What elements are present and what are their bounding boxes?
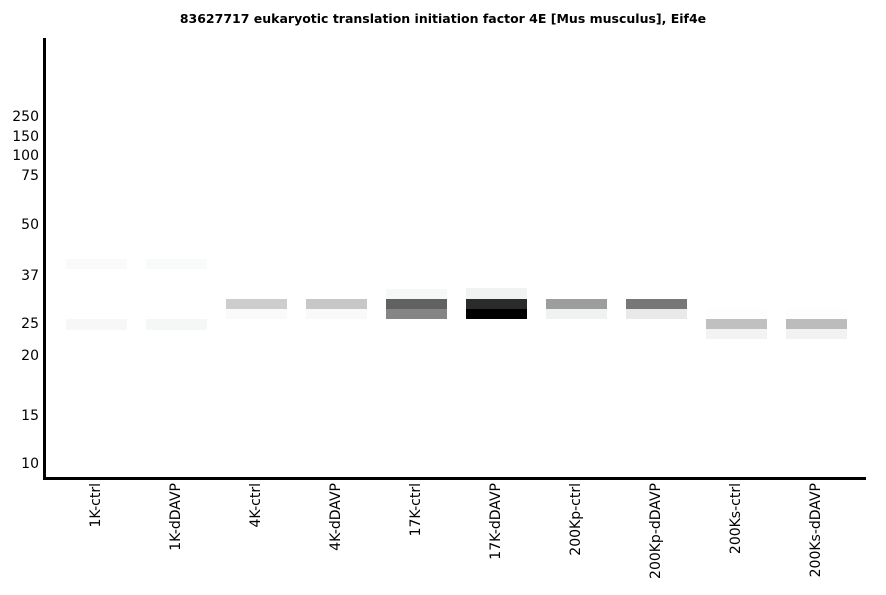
blot-band <box>386 309 447 319</box>
lane-label: 4K-ctrl <box>248 483 264 528</box>
y-tick-label: 50 <box>21 217 39 233</box>
lane-label: 1K-ctrl <box>88 483 104 528</box>
blot-band <box>466 309 527 319</box>
lane-label: 200Ks-ctrl <box>728 483 744 555</box>
blot-band <box>626 309 687 319</box>
blot-band <box>786 309 847 319</box>
blot-band <box>786 319 847 329</box>
y-tick-label: 20 <box>21 348 39 364</box>
blot-band <box>66 319 127 330</box>
blot-band <box>786 329 847 339</box>
lane-label: 200Kp-ctrl <box>568 483 584 556</box>
y-tick-label: 250 <box>12 109 39 125</box>
blot-band <box>226 309 287 319</box>
y-tick-label: 100 <box>12 148 39 164</box>
lane-label: 1K-dDAVP <box>168 483 184 551</box>
y-axis-tick-labels: 250 150 100 75 50 37 25 20 15 10 <box>0 0 41 595</box>
figure-title: 83627717 eukaryotic translation initiati… <box>179 11 707 26</box>
blot-band <box>306 309 367 319</box>
lane-label: 17K-dDAVP <box>488 483 504 560</box>
blot-band <box>546 309 607 319</box>
x-axis-line <box>43 477 866 480</box>
blot-band <box>546 299 607 309</box>
blot-band <box>706 329 767 339</box>
blot-band <box>226 299 287 309</box>
y-tick-label: 15 <box>21 408 39 424</box>
lane-label: 4K-dDAVP <box>328 483 344 551</box>
y-tick-label: 75 <box>21 168 39 184</box>
lane-label: 200Ks-dDAVP <box>808 483 824 578</box>
blot-band <box>146 319 207 330</box>
blot-band <box>66 259 127 269</box>
lane-label: 200Kp-dDAVP <box>648 483 664 579</box>
blot-band <box>466 288 527 299</box>
lane-label: 17K-ctrl <box>408 483 424 537</box>
y-tick-label: 10 <box>21 456 39 472</box>
y-tick-label: 25 <box>21 316 39 332</box>
y-tick-label: 37 <box>21 268 39 284</box>
blot-band <box>466 299 527 309</box>
blot-band <box>706 309 767 319</box>
blot-band <box>706 319 767 329</box>
blot-band <box>626 299 687 309</box>
y-axis-line <box>43 38 46 480</box>
blot-band <box>386 299 447 309</box>
blot-band <box>306 299 367 309</box>
y-tick-label: 150 <box>12 129 39 145</box>
blot-band <box>146 259 207 269</box>
blot-band <box>386 289 447 299</box>
